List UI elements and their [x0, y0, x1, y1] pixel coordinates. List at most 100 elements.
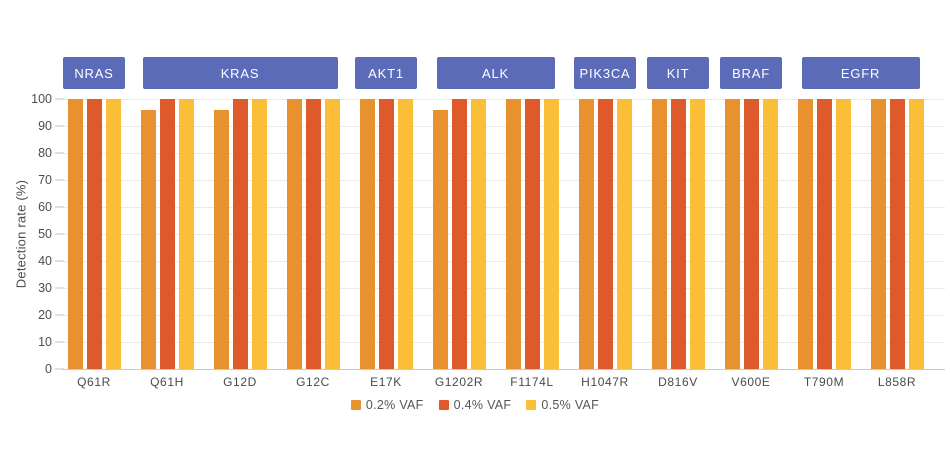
gene-box-egfr: EGFR	[801, 57, 920, 89]
gene-box-nras: NRAS	[63, 57, 125, 89]
bar-0-2-vaf-h1047r	[578, 99, 594, 369]
y-tick-label: 30	[38, 281, 52, 295]
y-tick-label: 10	[38, 335, 52, 349]
bar-0-2-vaf-d816v	[651, 99, 667, 369]
bar-0-2-vaf-q61r	[67, 99, 83, 369]
bar-0-2-vaf-g1202r	[432, 109, 448, 369]
bar-0-4-vaf-h1047r	[597, 99, 613, 369]
y-tick-label: 0	[45, 362, 52, 376]
bar-0-5-vaf-e17k	[397, 99, 413, 369]
gridline	[62, 315, 945, 316]
bar-0-4-vaf-e17k	[378, 99, 394, 369]
y-tick-mark	[55, 287, 64, 289]
bar-0-4-vaf-g12c	[305, 99, 321, 369]
category-label: D816V	[658, 375, 698, 389]
y-tick-label: 50	[38, 227, 52, 241]
gridline	[62, 180, 945, 181]
category-label: Q61R	[77, 375, 111, 389]
gridline	[62, 288, 945, 289]
y-tick-label: 90	[38, 119, 52, 133]
gene-box-label: NRAS	[74, 65, 114, 81]
y-tick-label: 40	[38, 254, 52, 268]
bar-0-5-vaf-g1202r	[470, 99, 486, 369]
bar-0-4-vaf-t790m	[816, 99, 832, 369]
category-label: F1174L	[510, 375, 554, 389]
legend-label: 0.5% VAF	[541, 398, 600, 412]
y-tick-mark	[55, 152, 64, 154]
bar-0-5-vaf-d816v	[689, 99, 705, 369]
legend-swatch	[438, 400, 449, 410]
legend-item: 0.5% VAF	[526, 398, 599, 412]
bar-0-5-vaf-l858r	[908, 99, 924, 369]
y-tick-label: 100	[31, 92, 52, 106]
y-tick-mark	[55, 341, 64, 343]
y-tick-mark	[55, 125, 64, 127]
gene-box-akt1: AKT1	[355, 57, 417, 89]
gridline	[62, 153, 945, 154]
gene-box-braf: BRAF	[720, 57, 782, 89]
category-label: E17K	[370, 375, 402, 389]
bar-0-5-vaf-g12d	[251, 99, 267, 369]
y-tick-mark	[55, 260, 64, 262]
legend-label: 0.2% VAF	[365, 398, 424, 412]
bar-0-5-vaf-t790m	[835, 99, 851, 369]
gene-box-alk: ALK	[436, 57, 555, 89]
category-label: H1047R	[581, 375, 629, 389]
y-tick-label: 70	[38, 173, 52, 187]
bar-0-2-vaf-v600e	[724, 99, 740, 369]
bar-0-5-vaf-g12c	[324, 99, 340, 369]
gene-box-label: BRAF	[732, 65, 770, 81]
bar-0-2-vaf-e17k	[359, 99, 375, 369]
bar-0-4-vaf-g12d	[232, 99, 248, 369]
bar-0-5-vaf-h1047r	[616, 99, 632, 369]
gridline	[62, 342, 945, 343]
legend-swatch	[526, 400, 537, 410]
bar-0-4-vaf-q61r	[86, 99, 102, 369]
category-label: V600E	[731, 375, 771, 389]
bar-0-4-vaf-l858r	[889, 99, 905, 369]
gene-box-kras: KRAS	[142, 57, 338, 89]
gene-box-label: KRAS	[220, 65, 260, 81]
y-tick-mark	[55, 179, 64, 181]
legend: 0.2% VAF 0.4% VAF 0.5% VAF	[0, 398, 950, 412]
legend-item: 0.4% VAF	[438, 398, 512, 412]
gene-box-kit: KIT	[647, 57, 709, 89]
gridline	[62, 126, 945, 127]
bar-0-2-vaf-q61h	[140, 109, 156, 369]
y-tick-mark	[55, 368, 64, 370]
legend-item: 0.2% VAF	[350, 398, 424, 412]
bar-0-5-vaf-q61r	[105, 99, 121, 369]
bar-0-5-vaf-q61h	[178, 99, 194, 369]
gene-box-label: ALK	[482, 65, 509, 81]
y-tick-mark	[55, 233, 64, 235]
bar-0-4-vaf-d816v	[670, 99, 686, 369]
legend-label: 0.4% VAF	[453, 398, 512, 412]
gene-box-label: AKT1	[368, 65, 404, 81]
plot-area	[62, 99, 945, 370]
bar-0-2-vaf-f1174l	[505, 99, 521, 369]
bar-0-4-vaf-g1202r	[451, 99, 467, 369]
bar-0-4-vaf-v600e	[743, 99, 759, 369]
category-label: G12C	[296, 375, 330, 389]
y-tick-mark	[55, 206, 64, 208]
category-label: L858R	[877, 375, 917, 389]
y-tick-mark	[55, 314, 64, 316]
y-tick-mark	[55, 98, 64, 100]
category-label: G1202R	[434, 375, 484, 389]
bar-0-2-vaf-l858r	[870, 99, 886, 369]
gridline	[62, 99, 945, 100]
gridline	[62, 207, 945, 208]
bar-0-4-vaf-f1174l	[524, 99, 540, 369]
legend-swatch	[350, 400, 361, 410]
bar-0-2-vaf-g12c	[286, 99, 302, 369]
category-label: T790M	[803, 375, 845, 389]
bar-0-5-vaf-f1174l	[543, 99, 559, 369]
gene-box-pik3ca: PIK3CA	[574, 57, 636, 89]
gridline	[62, 234, 945, 235]
category-label: G12D	[223, 375, 257, 389]
gene-box-label: EGFR	[840, 65, 881, 81]
gridline	[62, 261, 945, 262]
bar-0-2-vaf-g12d	[213, 109, 229, 369]
bar-0-2-vaf-t790m	[797, 99, 813, 369]
